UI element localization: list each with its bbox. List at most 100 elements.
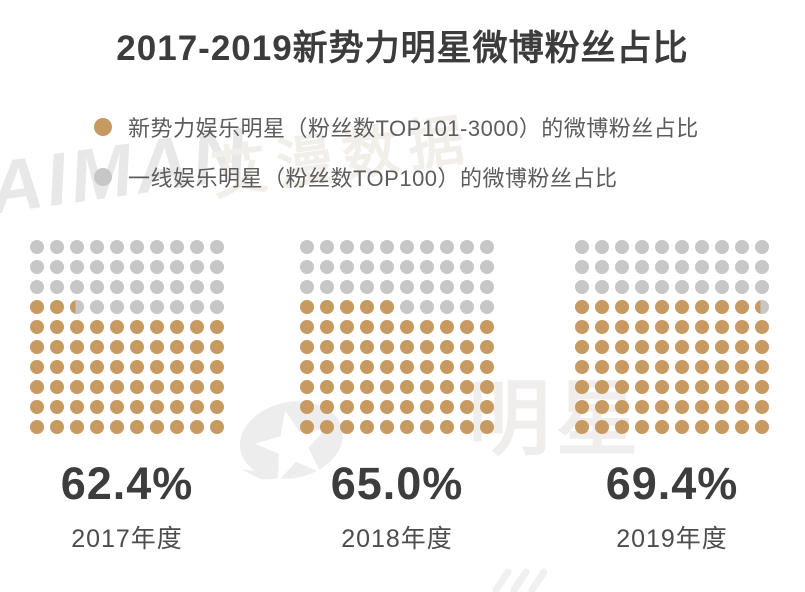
waffle-dot bbox=[190, 320, 204, 334]
waffle-dot bbox=[635, 360, 649, 374]
waffle-dot bbox=[190, 340, 204, 354]
waffle-dot bbox=[755, 260, 769, 274]
waffle-dot bbox=[340, 300, 354, 314]
waffle-dot bbox=[695, 260, 709, 274]
waffle-dot bbox=[170, 260, 184, 274]
waffle-dot bbox=[30, 420, 44, 434]
waffle-dot bbox=[50, 280, 64, 294]
waffle-dot bbox=[70, 300, 84, 314]
waffle-dot bbox=[675, 240, 689, 254]
waffle-dot bbox=[715, 240, 729, 254]
waffle-dot bbox=[150, 240, 164, 254]
waffle-dot bbox=[130, 380, 144, 394]
waffle-dot bbox=[190, 280, 204, 294]
waffle-dot bbox=[755, 340, 769, 354]
waffle-dot bbox=[170, 400, 184, 414]
waffle-dot bbox=[755, 360, 769, 374]
waffle-dot bbox=[675, 300, 689, 314]
waffle-dot bbox=[735, 300, 749, 314]
waffle-dot bbox=[30, 340, 44, 354]
waffle-dot bbox=[340, 380, 354, 394]
waffle-dot bbox=[300, 260, 314, 274]
waffle-dot bbox=[300, 380, 314, 394]
waffle-dot bbox=[210, 260, 224, 274]
waffle-dot bbox=[300, 240, 314, 254]
waffle-dot bbox=[170, 380, 184, 394]
waffle-dot bbox=[360, 420, 374, 434]
legend: 新势力娱乐明星（粉丝数TOP101-3000）的微博粉丝占比 一线娱乐明星（粉丝… bbox=[94, 109, 699, 209]
waffle-dot bbox=[360, 400, 374, 414]
waffle-dot bbox=[480, 280, 494, 294]
waffle-dot bbox=[130, 360, 144, 374]
waffle-dot bbox=[755, 320, 769, 334]
waffle-dot bbox=[320, 300, 334, 314]
waffle-dot bbox=[400, 240, 414, 254]
waffle-dot bbox=[300, 360, 314, 374]
waffle-dot bbox=[300, 280, 314, 294]
waffle-dot bbox=[70, 340, 84, 354]
waffle-dot bbox=[595, 280, 609, 294]
waffle-dot bbox=[575, 320, 589, 334]
waffle-dot bbox=[70, 320, 84, 334]
waffle-dot bbox=[50, 260, 64, 274]
waffle-dot bbox=[635, 340, 649, 354]
waffle-dot bbox=[635, 380, 649, 394]
waffle-dot bbox=[695, 340, 709, 354]
waffle-dot bbox=[340, 360, 354, 374]
waffle-dot bbox=[735, 420, 749, 434]
waffle-dot bbox=[440, 380, 454, 394]
waffle-dot bbox=[420, 240, 434, 254]
waffle-dot bbox=[320, 280, 334, 294]
waffle-dot bbox=[460, 240, 474, 254]
waffle-dot bbox=[170, 340, 184, 354]
legend-label-first-tier: 一线娱乐明星（粉丝数TOP100）的微博粉丝占比 bbox=[128, 166, 618, 191]
waffle-dot bbox=[460, 380, 474, 394]
waffle-grid-2017 bbox=[30, 240, 224, 434]
waffle-dot bbox=[320, 420, 334, 434]
waffle-dot bbox=[735, 260, 749, 274]
waffle-dot bbox=[320, 260, 334, 274]
waffle-dot bbox=[480, 420, 494, 434]
waffle-dot bbox=[715, 360, 729, 374]
waffle-dot bbox=[420, 320, 434, 334]
waffle-dot bbox=[90, 320, 104, 334]
waffle-dot bbox=[735, 320, 749, 334]
waffle-dot bbox=[30, 300, 44, 314]
waffle-dot bbox=[70, 360, 84, 374]
waffle-dot bbox=[595, 420, 609, 434]
waffle-dot bbox=[110, 280, 124, 294]
waffle-dot bbox=[480, 380, 494, 394]
waffle-dot bbox=[460, 360, 474, 374]
waffle-dot bbox=[130, 320, 144, 334]
waffle-dot bbox=[655, 400, 669, 414]
waffle-dot bbox=[150, 380, 164, 394]
waffle-dot bbox=[420, 380, 434, 394]
waffle-dot bbox=[110, 380, 124, 394]
waffle-dot bbox=[480, 400, 494, 414]
waffle-dot bbox=[575, 240, 589, 254]
waffle-dot bbox=[460, 420, 474, 434]
waffle-dot bbox=[615, 300, 629, 314]
percent-value-2017: 62.4% bbox=[60, 458, 194, 509]
waffle-dot bbox=[615, 400, 629, 414]
waffle-dot bbox=[735, 340, 749, 354]
waffle-dot bbox=[755, 380, 769, 394]
waffle-dot bbox=[695, 280, 709, 294]
waffle-dot bbox=[110, 300, 124, 314]
waffle-dot bbox=[300, 340, 314, 354]
waffle-dot bbox=[340, 260, 354, 274]
waffle-dot bbox=[440, 400, 454, 414]
waffle-dot bbox=[110, 420, 124, 434]
waffle-dot bbox=[170, 280, 184, 294]
waffle-dot bbox=[655, 320, 669, 334]
waffle-dot bbox=[210, 340, 224, 354]
waffle-dot bbox=[755, 400, 769, 414]
percent-value-2019: 69.4% bbox=[605, 458, 739, 509]
waffle-dot bbox=[190, 380, 204, 394]
waffle-dot bbox=[655, 260, 669, 274]
waffle-dot bbox=[755, 420, 769, 434]
waffle-dot bbox=[400, 300, 414, 314]
waffle-dot bbox=[595, 360, 609, 374]
legend-item-first-tier-stars: 一线娱乐明星（粉丝数TOP100）的微博粉丝占比 bbox=[94, 159, 699, 195]
waffle-dot bbox=[380, 280, 394, 294]
